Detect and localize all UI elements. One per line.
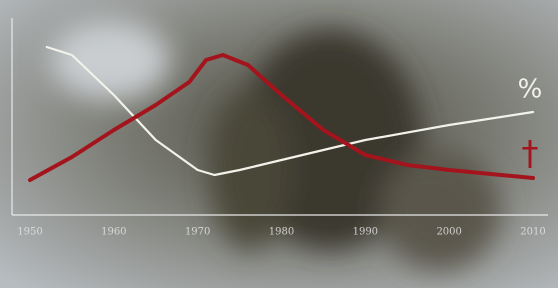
x-tick-label: 1950 bbox=[17, 227, 42, 238]
page: {"chart_data": {"type": "line", "xlim": … bbox=[0, 0, 558, 288]
chart: 1950 1960 1970 1980 1990 2000 2010% † bbox=[0, 0, 558, 288]
x-tick-label: 1970 bbox=[185, 227, 210, 238]
x-tick-label: 2000 bbox=[436, 227, 461, 238]
series-label: % bbox=[518, 75, 543, 105]
x-tick-label: 1990 bbox=[353, 227, 378, 238]
series-label: † bbox=[522, 134, 539, 174]
x-tick-label: 2010 bbox=[520, 227, 545, 238]
x-tick-label: 1980 bbox=[269, 227, 294, 238]
x-tick-label: 1960 bbox=[101, 227, 126, 238]
